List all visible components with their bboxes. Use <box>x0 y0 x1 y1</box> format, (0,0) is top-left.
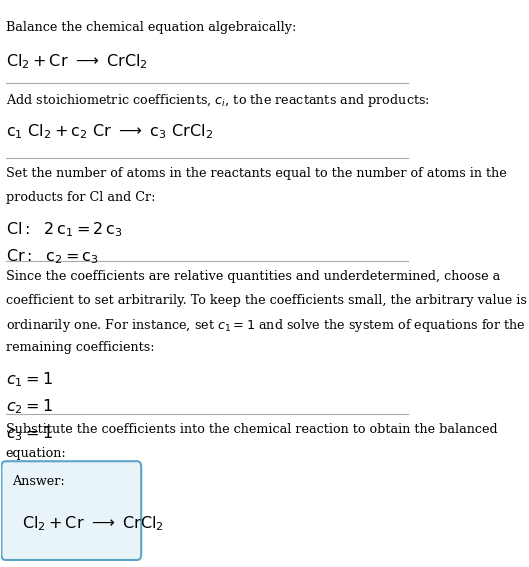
Text: remaining coefficients:: remaining coefficients: <box>5 341 154 354</box>
Text: products for Cl and Cr:: products for Cl and Cr: <box>5 191 155 204</box>
Text: $c_2 = 1$: $c_2 = 1$ <box>5 397 52 416</box>
Text: Substitute the coefficients into the chemical reaction to obtain the balanced: Substitute the coefficients into the che… <box>5 424 497 437</box>
Text: coefficient to set arbitrarily. To keep the coefficients small, the arbitrary va: coefficient to set arbitrarily. To keep … <box>5 294 526 307</box>
Text: ordinarily one. For instance, set $c_1 = 1$ and solve the system of equations fo: ordinarily one. For instance, set $c_1 =… <box>5 318 525 335</box>
Text: $\mathrm{Cl_2 + Cr\ \longrightarrow\ CrCl_2}$: $\mathrm{Cl_2 + Cr\ \longrightarrow\ CrC… <box>22 514 164 532</box>
Text: Add stoichiometric coefficients, $c_i$, to the reactants and products:: Add stoichiometric coefficients, $c_i$, … <box>5 92 430 109</box>
Text: $\mathrm{Cl_2 + Cr\ \longrightarrow\ CrCl_2}$: $\mathrm{Cl_2 + Cr\ \longrightarrow\ CrC… <box>5 52 147 71</box>
Text: Answer:: Answer: <box>12 475 65 488</box>
Text: Since the coefficients are relative quantities and underdetermined, choose a: Since the coefficients are relative quan… <box>5 270 500 283</box>
Text: Balance the chemical equation algebraically:: Balance the chemical equation algebraica… <box>5 21 296 34</box>
Text: $\mathrm{c_1\ Cl_2 + c_2\ Cr\ \longrightarrow\ c_3\ CrCl_2}$: $\mathrm{c_1\ Cl_2 + c_2\ Cr\ \longright… <box>5 122 213 141</box>
Text: Set the number of atoms in the reactants equal to the number of atoms in the: Set the number of atoms in the reactants… <box>5 167 506 180</box>
FancyBboxPatch shape <box>2 461 141 560</box>
Text: $c_1 = 1$: $c_1 = 1$ <box>5 370 52 389</box>
Text: $\mathrm{Cl:\ \ 2\,c_1 = 2\,c_3}$: $\mathrm{Cl:\ \ 2\,c_1 = 2\,c_3}$ <box>5 221 122 239</box>
Text: $c_3 = 1$: $c_3 = 1$ <box>5 425 52 443</box>
Text: $\mathrm{Cr:\ \ c_2 = c_3}$: $\mathrm{Cr:\ \ c_2 = c_3}$ <box>5 247 98 266</box>
Text: equation:: equation: <box>5 447 66 460</box>
